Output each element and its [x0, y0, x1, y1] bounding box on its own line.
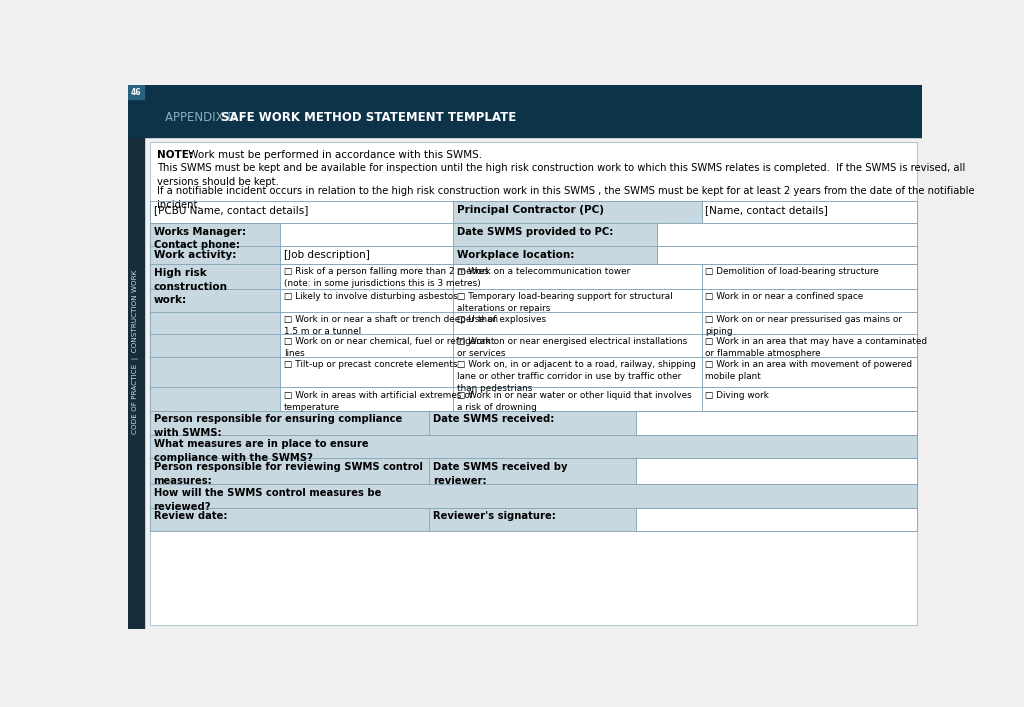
Text: Date SWMS provided to PC:: Date SWMS provided to PC:	[457, 226, 613, 237]
Bar	[150, 508, 429, 531]
Bar	[280, 246, 453, 264]
Text: Work must be performed in accordance with this SWMS.: Work must be performed in accordance wit…	[184, 149, 481, 160]
Text: This SWMS must be kept and be available for inspection until the high risk const: This SWMS must be kept and be available …	[158, 163, 966, 187]
Text: [PCBU Name, contact details]: [PCBU Name, contact details]	[154, 205, 308, 215]
Text: Review date:: Review date:	[154, 511, 227, 522]
Bar	[453, 201, 701, 223]
Bar	[636, 458, 916, 484]
Bar	[150, 246, 280, 264]
Text: Date SWMS received by
reviewer:: Date SWMS received by reviewer:	[433, 462, 568, 486]
Bar	[701, 264, 916, 289]
Text: What measures are in place to ensure
compliance with the SWMS?: What measures are in place to ensure com…	[154, 439, 369, 462]
Text: □ Work in an area with movement of powered
mobile plant: □ Work in an area with movement of power…	[706, 360, 912, 381]
Text: [Name, contact details]: [Name, contact details]	[706, 205, 828, 215]
Bar	[636, 508, 916, 531]
Bar	[280, 387, 453, 411]
Text: □ Diving work: □ Diving work	[706, 390, 769, 399]
Text: Date SWMS received:: Date SWMS received:	[433, 414, 555, 424]
Text: Principal Contractor (PC): Principal Contractor (PC)	[457, 205, 603, 215]
Text: APPENDIX D -: APPENDIX D -	[165, 111, 249, 124]
Bar	[128, 85, 143, 629]
Text: □ Work on or near chemical, fuel or refrigerant
lines: □ Work on or near chemical, fuel or refr…	[284, 337, 495, 358]
Bar	[429, 458, 636, 484]
Bar	[453, 387, 701, 411]
Bar	[150, 411, 429, 436]
Text: How will the SWMS control measures be
reviewed?: How will the SWMS control measures be re…	[154, 489, 381, 512]
Bar	[453, 312, 701, 334]
Bar	[150, 142, 916, 624]
Bar	[656, 223, 916, 246]
Bar	[701, 334, 916, 356]
Text: □ Work on a telecommunication tower: □ Work on a telecommunication tower	[457, 267, 630, 276]
Text: CODE OF PRACTICE  |  CONSTRUCTION WORK: CODE OF PRACTICE | CONSTRUCTION WORK	[132, 270, 139, 434]
Bar	[453, 289, 701, 312]
Bar	[701, 312, 916, 334]
Bar	[150, 264, 280, 411]
Bar	[150, 458, 429, 484]
Bar	[453, 334, 701, 356]
Text: [Job description]: [Job description]	[284, 250, 370, 259]
Text: □ Likely to involve disturbing asbestos: □ Likely to involve disturbing asbestos	[284, 292, 458, 301]
Text: □ Work on, in or adjacent to a road, railway, shipping
lane or other traffic cor: □ Work on, in or adjacent to a road, rai…	[457, 360, 695, 393]
Bar	[656, 246, 916, 264]
Bar	[453, 223, 656, 246]
Bar	[453, 356, 701, 387]
Bar	[429, 411, 636, 436]
Text: □ Tilt-up or precast concrete elements: □ Tilt-up or precast concrete elements	[284, 360, 458, 369]
Text: Person responsible for ensuring compliance
with SWMS:: Person responsible for ensuring complian…	[154, 414, 401, 438]
Bar	[280, 312, 453, 334]
Bar	[150, 201, 453, 223]
Text: Workplace location:: Workplace location:	[457, 250, 574, 259]
Bar	[280, 289, 453, 312]
Bar	[701, 356, 916, 387]
Bar	[128, 85, 143, 100]
Text: Works Manager:
Contact phone:: Works Manager: Contact phone:	[154, 226, 246, 250]
Text: Person responsible for reviewing SWMS control
measures:: Person responsible for reviewing SWMS co…	[154, 462, 423, 486]
Text: □ Demolition of load-bearing structure: □ Demolition of load-bearing structure	[706, 267, 880, 276]
Text: High risk
construction
work:: High risk construction work:	[154, 268, 227, 305]
Text: 46: 46	[130, 88, 141, 97]
Text: Work activity:: Work activity:	[154, 250, 236, 259]
Text: □ Risk of a person falling more than 2 metres
(note: in some jurisdictions this : □ Risk of a person falling more than 2 m…	[284, 267, 488, 288]
Text: □ Work in areas with artificial extremes of
temperature: □ Work in areas with artificial extremes…	[284, 390, 473, 411]
Text: □ Temporary load-bearing support for structural
alterations or repairs: □ Temporary load-bearing support for str…	[457, 292, 672, 313]
Bar	[701, 387, 916, 411]
Bar	[150, 436, 916, 458]
Text: □ Work in or near water or other liquid that involves
a risk of drowning: □ Work in or near water or other liquid …	[457, 390, 691, 411]
Text: If a notifiable incident occurs in relation to the high risk construction work i: If a notifiable incident occurs in relat…	[158, 186, 975, 210]
Text: □ Work in an area that may have a contaminated
or flammable atmosphere: □ Work in an area that may have a contam…	[706, 337, 928, 358]
Bar	[150, 484, 916, 508]
Text: □ Work on or near energised electrical installations
or services: □ Work on or near energised electrical i…	[457, 337, 687, 358]
Bar	[280, 356, 453, 387]
Bar	[280, 334, 453, 356]
Bar	[701, 289, 916, 312]
Text: □ Work in or near a confined space: □ Work in or near a confined space	[706, 292, 863, 301]
Text: Reviewer's signature:: Reviewer's signature:	[433, 511, 556, 522]
Bar	[453, 264, 701, 289]
Bar	[128, 85, 922, 137]
Bar	[280, 223, 453, 246]
Text: □ Work on or near pressurised gas mains or
piping: □ Work on or near pressurised gas mains …	[706, 315, 902, 337]
Bar	[429, 508, 636, 531]
Text: □ Work in or near a shaft or trench deeper than
1.5 m or a tunnel: □ Work in or near a shaft or trench deep…	[284, 315, 498, 337]
Bar	[453, 246, 656, 264]
Text: SAFE WORK METHOD STATEMENT TEMPLATE: SAFE WORK METHOD STATEMENT TEMPLATE	[221, 111, 516, 124]
Bar	[150, 223, 280, 246]
Bar	[280, 264, 453, 289]
Text: □ Use of explosives: □ Use of explosives	[457, 315, 546, 324]
Text: NOTE:: NOTE:	[158, 149, 194, 160]
Bar	[701, 201, 916, 223]
Bar	[636, 411, 916, 436]
